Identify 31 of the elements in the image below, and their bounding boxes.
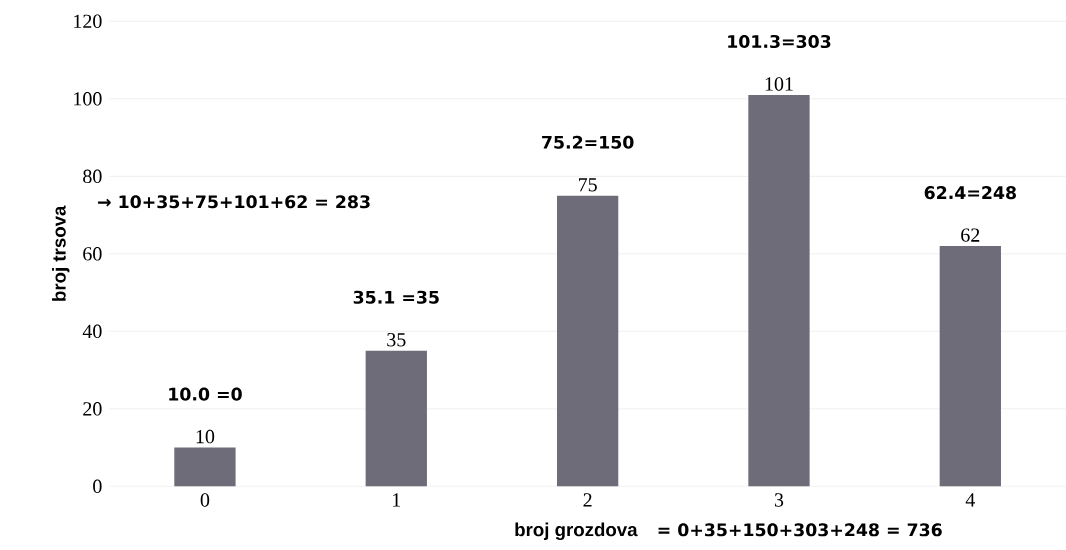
- bar: [556, 195, 619, 487]
- data-label: 35: [387, 332, 406, 347]
- annotation: 10.0 =0: [169, 387, 242, 401]
- y-tick-label: 120: [74, 14, 102, 28]
- annotation: 75.2=150: [542, 135, 634, 149]
- bar: [748, 94, 810, 487]
- text: = 0+35+150+303+248 = 736: [658, 523, 942, 537]
- bar: [939, 245, 1001, 487]
- x-tick-label: 1: [393, 493, 401, 507]
- x-tick-label: 4: [965, 493, 975, 507]
- y-tick-label: 20: [83, 401, 102, 416]
- annotation: → 10+35+75+101+62 = 283: [98, 195, 370, 209]
- data-label: 75: [578, 178, 597, 192]
- x-tick-label: 2: [583, 493, 592, 507]
- x-axis-title: broj grozdova: [515, 522, 638, 540]
- x-tick-label: 3: [774, 493, 784, 507]
- data-label: 10: [196, 429, 215, 444]
- data-label: 101: [765, 77, 793, 91]
- y-tick-label: 100: [74, 91, 102, 106]
- y-tick-label: 40: [82, 324, 102, 338]
- y-tick-label: 80: [83, 169, 102, 183]
- data-label: 62: [961, 228, 980, 242]
- bar: [174, 447, 236, 487]
- annotation: 62.4=248: [924, 185, 1016, 200]
- annotation: 35.1 =35: [353, 290, 439, 304]
- bar: [365, 350, 427, 487]
- y-axis-title: broj trsova: [52, 205, 70, 301]
- annotation: 101.3=303: [728, 34, 831, 48]
- y-tick-label: 0: [93, 479, 102, 493]
- x-tick-label: 0: [200, 493, 210, 507]
- y-tick-label: 60: [83, 246, 102, 261]
